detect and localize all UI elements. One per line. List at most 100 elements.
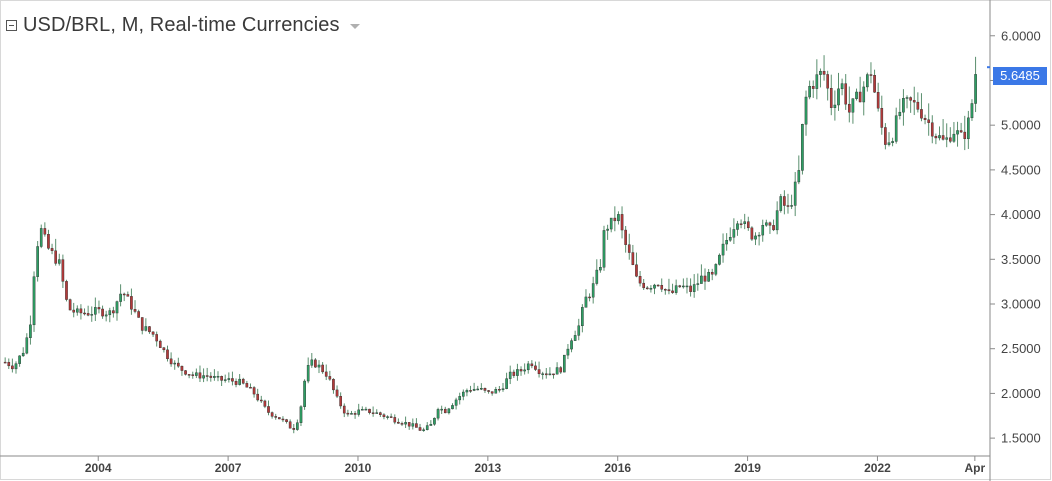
candle-body-up	[115, 301, 119, 314]
candle-body-up	[18, 355, 21, 364]
candle-body-down	[335, 389, 339, 397]
candle-body-up	[833, 104, 837, 108]
candle	[916, 92, 920, 113]
candle-body-up	[57, 259, 61, 264]
candle-body-down	[61, 259, 65, 282]
candle-body-down	[397, 421, 400, 424]
candle-body-up	[227, 378, 231, 380]
candle	[451, 403, 454, 410]
candle-body-up	[494, 389, 498, 394]
candle	[548, 367, 552, 376]
candle-body-up	[386, 416, 389, 418]
x-tick-label: 2010	[345, 461, 372, 475]
candle	[638, 270, 642, 287]
candle-body-down	[664, 289, 667, 291]
candle	[898, 98, 902, 120]
candle	[18, 355, 21, 367]
candle-body-down	[876, 92, 880, 109]
candle-body-up	[761, 225, 765, 236]
candle	[285, 418, 288, 424]
candle-body-down	[112, 310, 115, 314]
candle	[324, 364, 328, 381]
candle-body-up	[682, 285, 685, 288]
candle	[862, 81, 866, 116]
candle-body-up	[501, 388, 505, 390]
candle	[660, 278, 664, 293]
candle-body-up	[144, 326, 148, 331]
candle-body-up	[902, 98, 905, 113]
candle	[133, 300, 137, 314]
candle-body-down	[487, 390, 490, 392]
candle	[880, 95, 884, 135]
candle	[339, 392, 342, 409]
candle-body-down	[559, 367, 563, 373]
candle	[173, 360, 177, 370]
candle	[534, 361, 537, 371]
candle-body-up	[606, 228, 609, 231]
candle-body-down	[321, 364, 324, 373]
candle	[332, 378, 335, 394]
candle-body-down	[400, 423, 404, 425]
candle	[187, 374, 191, 379]
candle	[263, 399, 267, 409]
candle-body-down	[530, 363, 534, 367]
candle	[851, 98, 855, 124]
candle-body-up	[39, 228, 43, 247]
y-tick-label: 1.5000	[1001, 431, 1041, 446]
candle-body-down	[786, 205, 790, 207]
candle	[68, 298, 72, 311]
candle	[920, 93, 923, 122]
candle-body-up	[404, 422, 407, 425]
chart-title-bar[interactable]: USD/BRL, M, Real-time Currencies	[6, 14, 360, 37]
candle-body-down	[415, 423, 418, 428]
candle	[844, 74, 848, 110]
candle-body-up	[29, 324, 32, 338]
candle	[177, 357, 180, 368]
candle	[314, 358, 317, 368]
candle-body-up	[721, 243, 725, 256]
candle	[700, 264, 703, 284]
candle-body-up	[728, 237, 732, 241]
candle-body-up	[296, 422, 299, 430]
candle	[739, 219, 743, 229]
chevron-down-icon[interactable]	[349, 24, 360, 29]
candle	[609, 217, 613, 233]
candle	[721, 233, 725, 263]
candle	[404, 416, 407, 429]
candle-body-up	[797, 170, 801, 183]
candle	[833, 90, 837, 121]
candle-body-down	[83, 312, 86, 315]
candle	[83, 308, 86, 316]
candle	[703, 268, 707, 290]
candle	[47, 229, 50, 250]
candle	[653, 283, 656, 295]
candle-body-down	[166, 349, 169, 360]
candle-body-down	[624, 229, 627, 245]
candle	[86, 305, 90, 317]
candle	[974, 56, 977, 113]
candle-body-down	[884, 127, 887, 145]
candle-body-down	[656, 284, 660, 287]
candle-body-down	[281, 418, 285, 421]
candle	[801, 123, 804, 175]
candle	[591, 276, 595, 304]
candle	[461, 389, 465, 401]
candle	[649, 285, 653, 293]
collapse-icon[interactable]	[6, 20, 17, 31]
candle-body-up	[573, 335, 577, 341]
candle	[151, 331, 155, 337]
candle-body-up	[938, 135, 941, 139]
candle-body-down	[169, 358, 173, 365]
candle	[32, 271, 36, 332]
candle-body-down	[54, 250, 57, 264]
candle-body-down	[180, 365, 184, 371]
candle	[148, 326, 151, 334]
candle	[624, 226, 627, 253]
candle-body-down	[72, 309, 76, 313]
candle	[523, 363, 526, 375]
candle-body-up	[570, 340, 573, 350]
candle	[483, 387, 487, 393]
candle-body-up	[440, 408, 443, 411]
candle-body-down	[332, 378, 335, 391]
